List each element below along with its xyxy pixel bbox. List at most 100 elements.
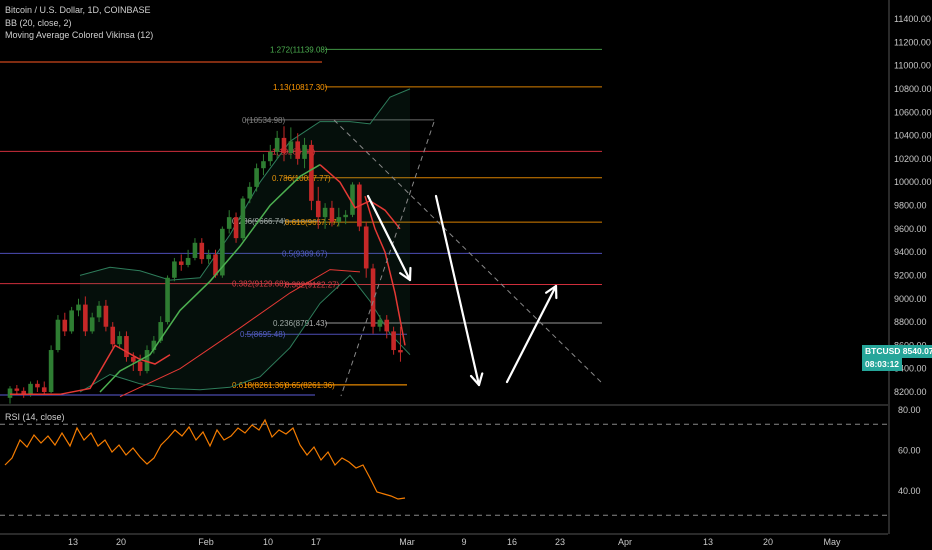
time-axis-tick: 13 [703, 537, 713, 547]
candle-body [192, 242, 198, 258]
fib-level-label: 0.618(9657.77) [285, 218, 340, 227]
candle-body [363, 226, 369, 269]
time-axis-tick: 20 [116, 537, 126, 547]
fib-level-label: 0(10534.98) [242, 116, 285, 125]
candle-body [158, 322, 163, 341]
time-axis-tick: Apr [618, 537, 632, 547]
candle-body [268, 151, 273, 162]
candle-body [41, 387, 47, 392]
candle-body [62, 319, 68, 332]
candle-body [206, 254, 211, 260]
candle-body [254, 168, 259, 187]
candle-body [165, 277, 170, 323]
moving-average-line [10, 164, 406, 398]
legend-symbol[interactable]: Bitcoin / U.S. Dollar, 1D, COINBASE [5, 5, 151, 15]
rsi-axis-tick: 60.00 [898, 446, 921, 456]
ma-segment-down [319, 164, 401, 230]
trend-drawings[interactable] [333, 119, 603, 397]
legend-bollinger[interactable]: BB (20, close, 2) [5, 18, 72, 28]
rsi-axis-tick: 80.00 [898, 405, 921, 415]
fib-level-label: 0.5(8695.48) [240, 330, 286, 339]
candle-body [199, 242, 205, 260]
candle-body [226, 217, 232, 229]
price-axis-tick: 9800.00 [894, 201, 927, 211]
arrow-up [505, 284, 558, 384]
fib-level-label: 0.382(9122.27) [285, 280, 340, 289]
candle-body [48, 350, 54, 392]
arrow-up-head [544, 284, 558, 300]
candle-body [137, 361, 143, 372]
candle-body [7, 388, 13, 398]
price-axis-tick: 10600.00 [894, 107, 932, 117]
price-tag-symbol: BTCUSD [865, 346, 901, 356]
candle-body [213, 254, 218, 276]
time-axis-tick: Feb [198, 537, 214, 547]
price-axis-tick: 9600.00 [894, 224, 927, 234]
fib-level-label: 1(10264.38) [272, 147, 315, 156]
fib-level-label: 0.65(8261.36) [285, 381, 335, 390]
bollinger-lower [79, 274, 411, 393]
candle-body [240, 198, 246, 239]
candle-body [28, 383, 33, 395]
time-axis-tick: 20 [763, 537, 773, 547]
candle-body [185, 257, 191, 265]
candle-body [220, 228, 225, 276]
fib-level-label: 0.236(9666.74) [232, 217, 287, 226]
candle-body [69, 310, 74, 332]
price-axis-tick: 8800.00 [894, 317, 927, 327]
legend-moving-average[interactable]: Moving Average Colored Vikinsa (12) [5, 30, 154, 40]
candle-body [14, 388, 20, 391]
candle-body [288, 141, 294, 154]
countdown-tag: 08:03:12 [862, 358, 903, 371]
candle-body [398, 350, 403, 353]
fibonacci-levels[interactable]: 1.272(11139.08) 1.13(10817.30) 0(10534.98)… [0, 45, 602, 396]
candle-body [295, 141, 300, 159]
price-axis-tick: 11000.00 [894, 61, 931, 71]
time-axis-tick: 10 [263, 537, 273, 547]
candle-body [144, 350, 150, 372]
candle-body [35, 383, 40, 388]
arrow-down-short [366, 194, 412, 282]
ma-segment-down [364, 195, 406, 346]
ma-segment-down [10, 344, 171, 396]
candle-body [309, 144, 314, 201]
candle-body [329, 207, 335, 222]
arrow-down-long-head [469, 372, 484, 387]
fib-level-label: 1.272(11139.08) [270, 45, 328, 54]
bollinger-upper [79, 88, 411, 281]
fib-level-label: 1.13(10817.30) [273, 83, 328, 92]
fib-level-label: 0.618(8261.36) [232, 381, 287, 390]
candle-body [117, 336, 122, 345]
price-axis-tick: 11400.00 [894, 14, 931, 24]
price-axis-tick: 10200.00 [894, 154, 932, 164]
price-axis-tick: 9400.00 [894, 247, 927, 257]
price-axis-tick: 8200.00 [894, 387, 927, 397]
price-tag-value: 8540.07 [902, 346, 932, 356]
ma-segment-up [99, 164, 321, 393]
rsi-axis-tick: 40.00 [898, 486, 921, 496]
candle-body [124, 336, 129, 358]
arrow-down-long [434, 194, 481, 387]
candle-body [281, 137, 287, 154]
candle-body [302, 144, 307, 159]
price-axis-tick: 9000.00 [894, 294, 927, 304]
candle-body [315, 200, 321, 218]
candle-body [151, 340, 157, 351]
candle-body [261, 161, 266, 169]
fib-level-label: 0.786(10037.77) [272, 174, 331, 183]
price-axis-tick: 10400.00 [894, 131, 932, 141]
fib-level-label: 0.5(9389.67) [282, 249, 328, 258]
price-tag: BTCUSD 8540.07 [862, 345, 932, 358]
legend-rsi[interactable]: RSI (14, close) [5, 412, 65, 422]
candle-body [96, 305, 102, 318]
arrow-down-short-head [399, 266, 412, 282]
axes: 11400.00 11200.00 11000.00 10800.00 10600.00… [68, 0, 932, 547]
candle-body [336, 217, 342, 222]
rsi-line [4, 418, 406, 500]
candle-body [274, 137, 280, 152]
candle-body [350, 184, 355, 215]
candle-body [370, 268, 376, 327]
candle-body [21, 390, 26, 395]
candle-body [377, 319, 383, 327]
